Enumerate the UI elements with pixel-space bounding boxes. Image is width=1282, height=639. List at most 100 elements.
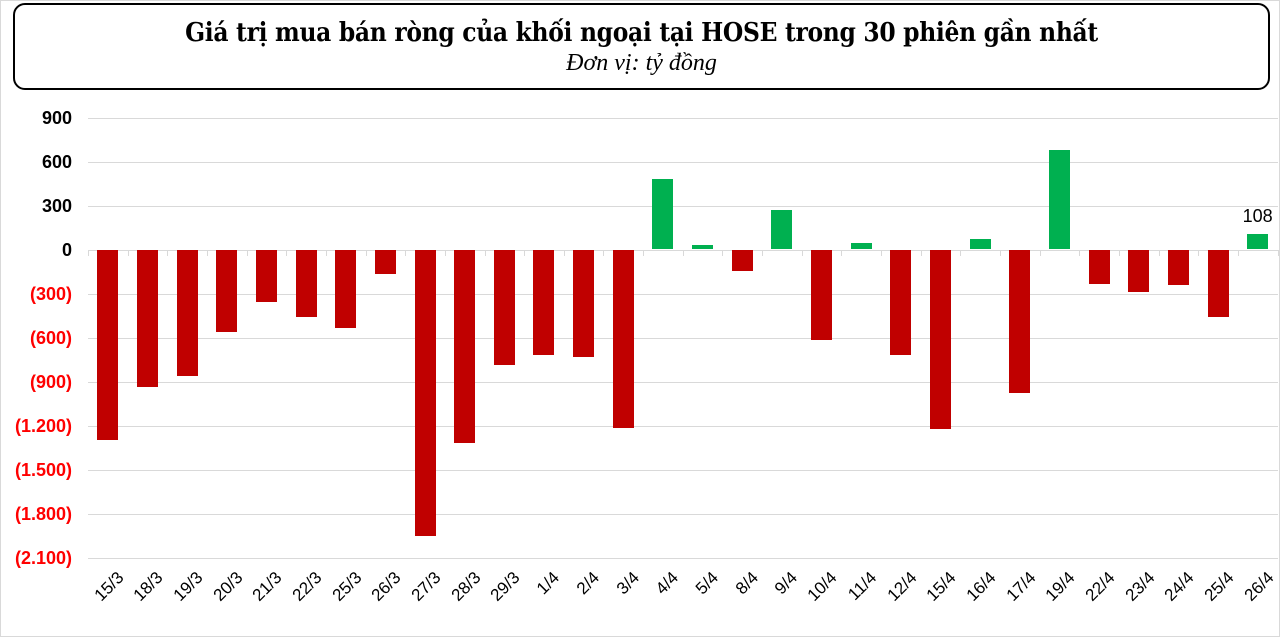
gridline [88, 161, 1278, 163]
x-axis-tick-label: 24/4 [1160, 568, 1198, 605]
x-axis-tick-label: 18/3 [130, 568, 167, 605]
bar-19-3[interactable] [176, 249, 198, 376]
x-axis-tick-label: 27/3 [407, 568, 445, 605]
bar-5-4[interactable] [692, 245, 714, 250]
bar-11-4[interactable] [850, 243, 872, 250]
x-axis-tick-label: 26/4 [1240, 568, 1278, 605]
chart-subtitle: Đơn vị: tỷ đồng [566, 50, 717, 76]
x-axis-tick-mark [1198, 249, 1200, 256]
x-axis-tick-label: 11/4 [844, 568, 881, 604]
bar-3-4[interactable] [612, 249, 634, 428]
x-axis-tick-mark [603, 249, 605, 256]
x-axis-tick-mark [1158, 249, 1160, 256]
bar-25-3[interactable] [335, 249, 357, 328]
x-axis-tick-label: 15/4 [923, 568, 960, 605]
bar-16-4[interactable] [969, 239, 991, 250]
x-axis-tick-label: 29/3 [486, 568, 524, 605]
bar-1-4[interactable] [533, 249, 555, 355]
x-axis-tick-mark [801, 249, 803, 256]
bar-22-3[interactable] [295, 249, 317, 317]
x-axis-tick-label: 3/4 [612, 568, 643, 599]
x-axis-tick-label: 2/4 [572, 568, 604, 599]
y-axis-tick-label: (1.500) [14, 459, 72, 480]
x-axis-tick-mark [1277, 249, 1279, 256]
y-axis-tick-label: (2.100) [14, 547, 72, 568]
x-axis-tick-mark [365, 249, 367, 256]
x-axis-tick-mark [563, 249, 565, 256]
gridline [88, 425, 1278, 427]
bar-18-3[interactable] [136, 249, 158, 387]
gridline [88, 117, 1278, 119]
bar-28-3[interactable] [454, 249, 476, 443]
y-axis-tick-label: 0 [61, 239, 72, 260]
bar-12-4[interactable] [890, 249, 912, 355]
x-axis-tick-mark [405, 249, 407, 256]
gridline [88, 337, 1278, 339]
x-axis-tick-mark [127, 249, 129, 256]
gridline [88, 293, 1278, 295]
bar-4-4[interactable] [652, 179, 674, 250]
x-axis-tick-label: 28/3 [447, 568, 485, 605]
x-axis-tick-label: 25/4 [1200, 568, 1238, 605]
bar-8-4[interactable] [731, 249, 753, 272]
y-axis-tick-label: (300) [29, 283, 72, 304]
bar-22-4[interactable] [1088, 249, 1110, 285]
bar-10-4[interactable] [811, 249, 833, 341]
x-axis-tick-label: 21/3 [249, 568, 286, 605]
x-axis-tick-mark [841, 249, 843, 256]
x-axis-tick-mark [206, 249, 208, 256]
x-axis-tick-mark [246, 249, 248, 256]
x-axis-tick-mark [920, 249, 922, 256]
x-axis-tick-mark [881, 249, 882, 256]
bar-19-4[interactable] [1048, 150, 1070, 250]
x-axis-tick-mark [524, 249, 526, 256]
y-axis-tick-label: (600) [29, 327, 72, 348]
chart-title-box: Giá trị mua bán ròng của khối ngoại tại … [13, 3, 1270, 90]
bar-26-3[interactable] [374, 249, 396, 275]
y-axis-tick-label: 900 [41, 107, 72, 128]
x-axis-tick-label: 4/4 [652, 568, 683, 599]
x-axis-tick-label: 10/4 [804, 568, 841, 605]
x-axis-tick-mark [484, 249, 486, 256]
x-axis-tick-mark [643, 249, 645, 256]
y-axis-tick-label: 300 [41, 195, 72, 216]
y-axis-tick-label: (1.800) [14, 503, 72, 524]
x-axis-tick-mark [1237, 249, 1239, 256]
x-axis-tick-mark [88, 249, 89, 256]
bar-9-4[interactable] [771, 210, 793, 250]
x-axis-tick-label: 26/3 [367, 568, 405, 605]
bar-23-4[interactable] [1128, 249, 1150, 293]
gridline [88, 557, 1278, 559]
x-axis-tick-label: 5/4 [691, 568, 723, 599]
chart-title: Giá trị mua bán ròng của khối ngoại tại … [185, 18, 1098, 48]
bar-25-4[interactable] [1207, 249, 1229, 318]
gridline [88, 381, 1278, 383]
bar-26-4[interactable] [1247, 233, 1269, 250]
x-axis-tick-label: 17/4 [1002, 568, 1040, 605]
bar-15-3[interactable] [97, 249, 119, 440]
x-axis-tick-mark [286, 249, 288, 256]
x-axis-tick-label: 22/4 [1081, 568, 1119, 605]
bar-15-4[interactable] [929, 249, 951, 430]
x-axis-tick-mark [1039, 249, 1041, 256]
x-axis-tick-label: 8/4 [731, 568, 762, 599]
data-label: 108 [1242, 205, 1273, 226]
bar-29-3[interactable] [493, 249, 515, 365]
bar-27-3[interactable] [414, 249, 436, 536]
bar-17-4[interactable] [1009, 249, 1031, 393]
x-axis-tick-label: 1/4 [533, 568, 564, 599]
bar-24-4[interactable] [1167, 249, 1189, 286]
y-axis-tick-label: (900) [29, 371, 72, 392]
bar-21-3[interactable] [255, 249, 277, 303]
x-axis-tick-mark [999, 249, 1001, 256]
x-axis-tick-mark [1079, 249, 1081, 256]
x-axis-tick-label: 22/3 [288, 568, 326, 605]
x-axis-tick-mark [167, 249, 169, 256]
bar-20-3[interactable] [216, 249, 238, 332]
x-axis-tick-label: 15/3 [90, 568, 128, 605]
bar-2-4[interactable] [573, 249, 595, 357]
x-axis-tick-label: 19/3 [169, 568, 207, 605]
x-axis-tick-mark [722, 249, 724, 256]
x-axis-tick-label: 25/3 [328, 568, 366, 605]
